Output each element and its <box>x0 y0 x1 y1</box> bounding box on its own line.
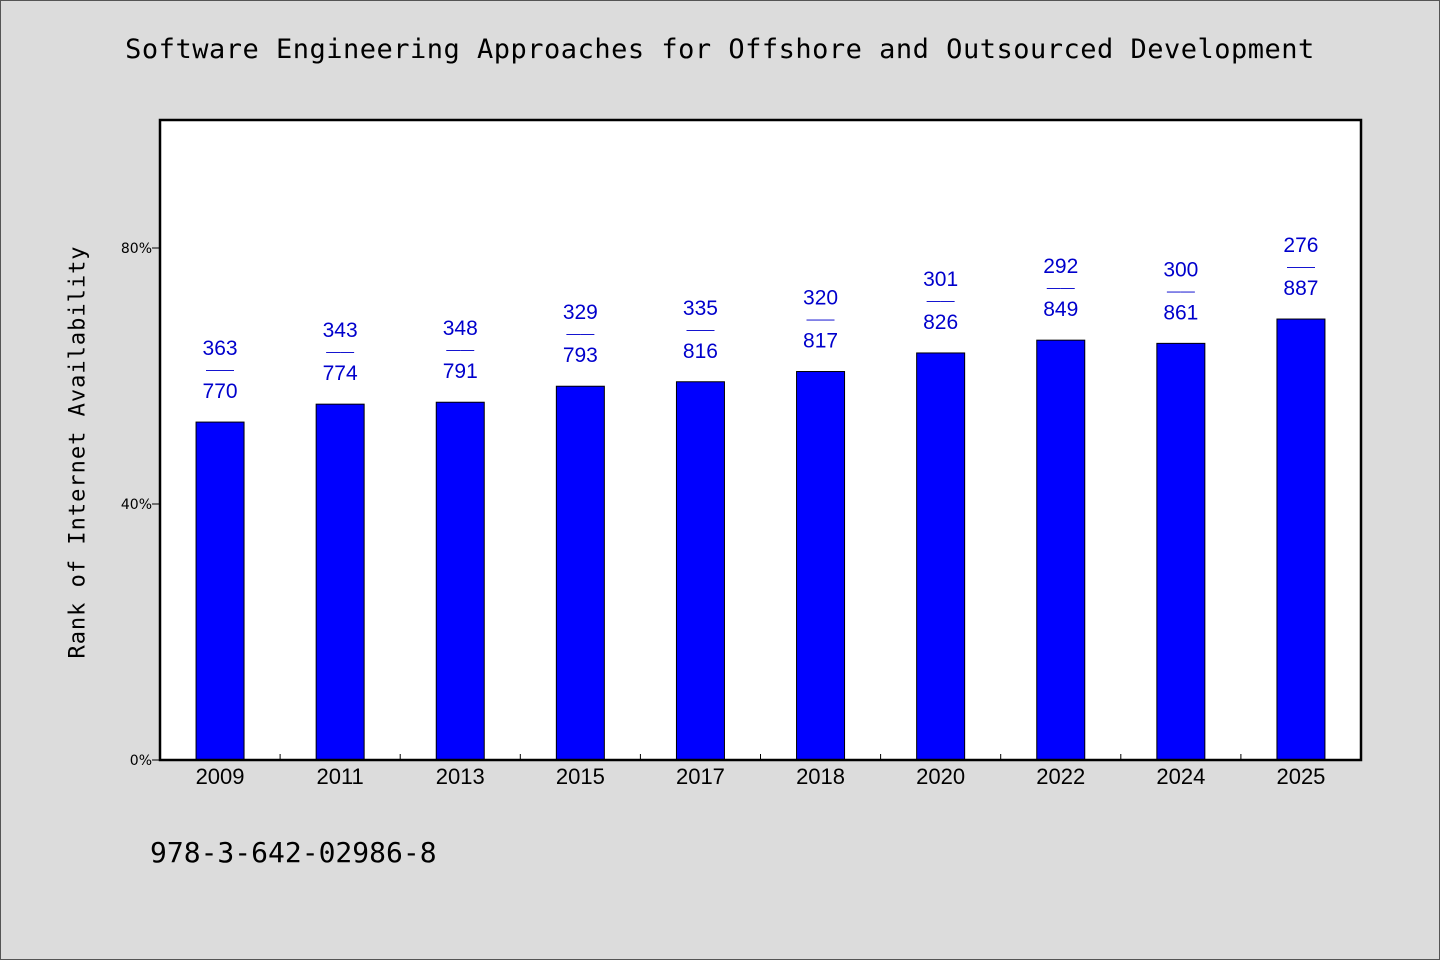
data-label-top: 348 <box>443 317 478 340</box>
data-label-separator: —— <box>566 325 594 341</box>
bar <box>555 385 605 761</box>
data-label-top: 335 <box>683 297 718 320</box>
data-label-bottom: 861 <box>1163 301 1198 324</box>
data-label-top: 343 <box>323 319 358 342</box>
bar <box>675 381 725 761</box>
data-label-top: 276 <box>1283 234 1318 257</box>
plot-border <box>158 118 1363 762</box>
x-tick-label: 2017 <box>676 764 725 789</box>
chart-title: Software Engineering Approaches for Offs… <box>125 34 1315 65</box>
x-tick-label: 2025 <box>1276 764 1325 789</box>
bar <box>916 352 966 761</box>
data-label-top: 363 <box>203 337 238 360</box>
data-label-separator: —— <box>686 321 714 337</box>
bar <box>315 403 365 761</box>
bar <box>195 421 245 761</box>
isbn-text: 978-3-642-02986-8 <box>150 836 437 869</box>
x-tick-label: 2024 <box>1156 764 1205 789</box>
y-tick-label: 40% <box>121 497 152 513</box>
data-label-bottom: 791 <box>443 360 478 383</box>
data-label-bottom: 793 <box>563 344 598 367</box>
x-tick-label: 2011 <box>316 764 363 789</box>
data-label-bottom: 826 <box>923 311 958 334</box>
bar <box>1276 318 1326 761</box>
y-tick-label: 0% <box>130 753 152 769</box>
data-label-separator: —— <box>326 343 354 359</box>
bar <box>435 401 485 761</box>
data-label-bottom: 817 <box>803 330 838 353</box>
x-tick-label: 2018 <box>796 764 845 789</box>
x-tick-label: 2013 <box>436 764 485 789</box>
data-label-separator: —— <box>1167 282 1195 298</box>
data-label-bottom: 770 <box>203 380 238 403</box>
x-tick-label: 2022 <box>1036 764 1085 789</box>
data-label-bottom: 887 <box>1283 277 1318 300</box>
x-tick-label: 2020 <box>916 764 965 789</box>
data-label-top: 329 <box>563 301 598 324</box>
bar <box>1036 339 1086 761</box>
data-label-top: 292 <box>1043 255 1078 278</box>
data-label-bottom: 816 <box>683 340 718 363</box>
data-label-separator: —— <box>807 311 835 327</box>
y-tick-label: 80% <box>121 241 152 257</box>
bar <box>1156 342 1206 761</box>
data-label-separator: —— <box>1047 279 1075 295</box>
data-label-separator: —— <box>446 341 474 357</box>
bar <box>796 371 846 761</box>
x-tick-label: 2009 <box>196 764 245 789</box>
data-label-top: 300 <box>1163 258 1198 281</box>
data-label-top: 320 <box>803 287 838 310</box>
data-label-bottom: 774 <box>323 362 358 385</box>
data-label-separator: —— <box>206 361 234 377</box>
data-label-separator: —— <box>927 292 955 308</box>
x-tick-label: 2015 <box>556 764 605 789</box>
data-label-top: 301 <box>923 268 958 291</box>
data-label-bottom: 849 <box>1043 298 1078 321</box>
data-label-separator: —— <box>1287 258 1315 274</box>
